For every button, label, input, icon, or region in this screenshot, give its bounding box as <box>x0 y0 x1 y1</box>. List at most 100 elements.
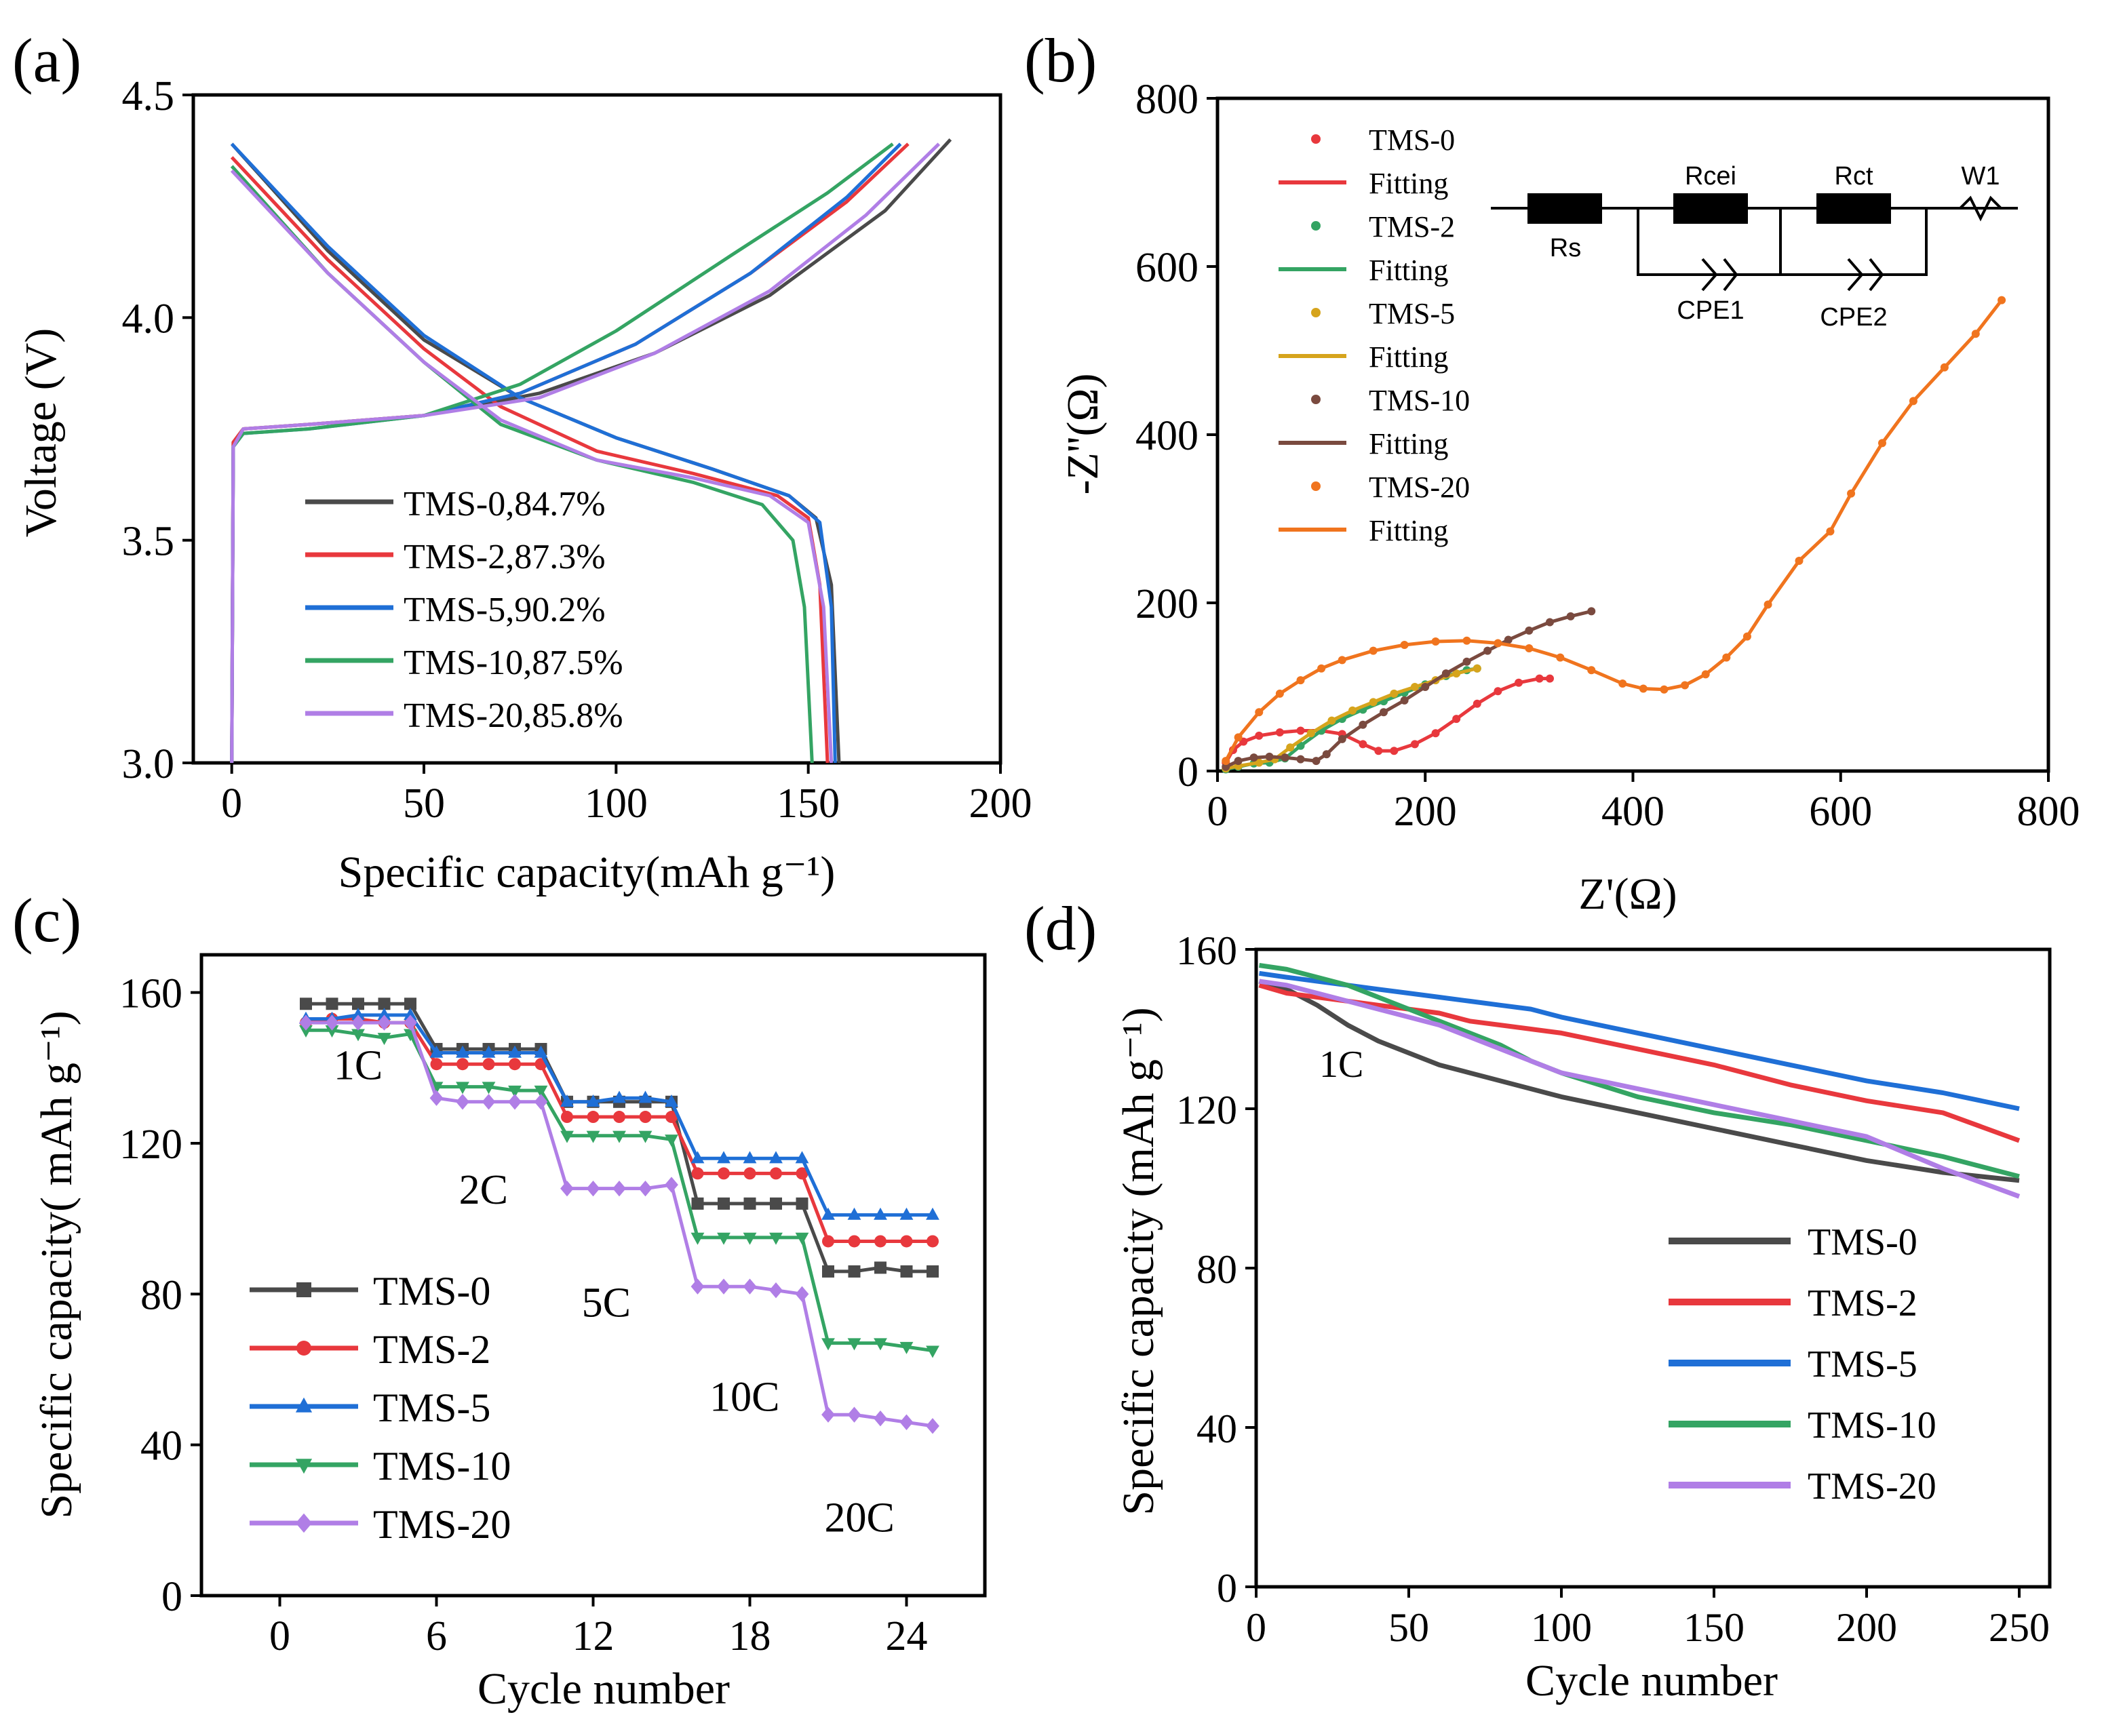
data-point-tms-10 <box>1296 755 1305 764</box>
marker-triangle-up <box>612 1090 626 1103</box>
marker-triangle-down <box>560 1130 574 1143</box>
marker-diamond <box>926 1418 939 1434</box>
x-tick-label: 200 <box>1836 1605 1897 1650</box>
data-point-tms-0 <box>1473 699 1481 708</box>
marker-triangle-down <box>926 1345 939 1358</box>
marker-triangle-up <box>560 1094 574 1107</box>
marker-circle <box>770 1167 782 1180</box>
data-point-tms-5 <box>1255 758 1264 767</box>
marker-triangle-down <box>717 1232 730 1245</box>
marker-triangle-down <box>874 1338 887 1351</box>
discharge-curve-tms-5 <box>230 142 837 764</box>
marker-diamond <box>612 1180 626 1197</box>
marker-triangle-up <box>404 1008 417 1021</box>
data-point-tms-0 <box>1452 715 1461 724</box>
marker-circle <box>796 1167 809 1180</box>
y-tick-label: 400 <box>1135 413 1199 459</box>
marker-diamond <box>743 1278 757 1295</box>
data-point-tms-5 <box>1348 706 1357 715</box>
data-point-tms-10 <box>1566 612 1575 620</box>
data-point-tms-10 <box>1359 720 1367 729</box>
data-point-tms-20 <box>1494 639 1502 648</box>
y-tick-label: 0 <box>161 1574 182 1620</box>
marker-triangle-down <box>295 1459 313 1474</box>
marker-diamond <box>325 1014 339 1031</box>
marker-circle <box>848 1235 861 1248</box>
data-point-tms-20 <box>1222 757 1230 766</box>
marker-diamond <box>456 1094 469 1110</box>
legend-c: TMS-0 TMS-2 TMS-5 TMS-10 TMS-20 <box>250 1269 511 1547</box>
data-point-tms-10 <box>1338 734 1346 743</box>
y-tick-label: 80 <box>140 1272 182 1318</box>
marker-circle <box>665 1111 678 1124</box>
marker-diamond <box>795 1286 809 1302</box>
legend-label-b: Fitting <box>1369 167 1448 200</box>
data-point-tms-10 <box>1322 750 1331 759</box>
legend-label-c: TMS-5 <box>373 1385 490 1430</box>
legend-label-d: TMS-5 <box>1808 1343 1917 1385</box>
x-tick-label: 600 <box>1809 789 1872 835</box>
marker-triangle-down <box>586 1130 600 1143</box>
marker-circle <box>456 1058 469 1071</box>
panel-d: (d) 0 50 100 150 200 250 0 40 80 120 160 1C Specif… <box>1024 894 2052 1705</box>
data-point-tms-10 <box>1441 669 1450 678</box>
marker-triangle-down <box>795 1232 809 1245</box>
y-tick-label: 4.0 <box>122 296 175 342</box>
series-group-a <box>230 138 952 764</box>
data-point-tms-20 <box>1681 681 1690 690</box>
data-point-tms-5 <box>1306 729 1315 738</box>
data-point-tms-5 <box>1286 743 1295 752</box>
y-tick-label: 0 <box>1177 749 1199 795</box>
data-point-tms-20 <box>1338 656 1346 665</box>
marker-triangle-down <box>899 1341 914 1354</box>
data-point-tms-0 <box>1390 747 1399 755</box>
marker-triangle-up <box>638 1090 652 1103</box>
marker-square <box>743 1197 756 1210</box>
data-point-tms-20 <box>1618 679 1627 688</box>
marker-circle <box>613 1111 625 1124</box>
legend-label-a: TMS-0,84.7% <box>404 485 606 524</box>
x-tick-label: 150 <box>1683 1605 1745 1650</box>
x-tick-label: 0 <box>269 1613 290 1659</box>
marker-triangle-up <box>847 1207 861 1220</box>
tick-group-a: 0 50 100 150 200 3.0 3.5 4.0 4.5 <box>122 73 1032 827</box>
data-point-tms-10 <box>1462 657 1471 666</box>
marker-triangle-up <box>899 1207 914 1220</box>
series-group-d <box>1258 963 2021 1199</box>
y-tick-label: 160 <box>119 971 182 1017</box>
circuit-label-w1: W1 <box>1962 162 2000 191</box>
marker-triangle-down <box>612 1130 626 1143</box>
circuit-cpe2 <box>1847 258 1864 292</box>
x-tick-label: 400 <box>1601 789 1664 835</box>
series-group-c <box>299 998 939 1434</box>
marker-diamond <box>508 1094 522 1110</box>
marker-triangle-up <box>456 1045 469 1058</box>
marker-triangle-up <box>795 1151 809 1164</box>
rate-label: 2C <box>459 1167 508 1213</box>
circuit-label-cpe2: CPE2 <box>1820 303 1887 332</box>
y-tick-label: 200 <box>1135 581 1199 627</box>
panel-c: (c) 0 6 12 18 24 0 40 80 120 160 1C 2C 5C 10C 20C Spe… <box>12 886 987 1714</box>
rate-label: 5C <box>582 1280 631 1326</box>
marker-circle <box>296 1341 311 1356</box>
legend-label-b: TMS-0 <box>1369 123 1455 157</box>
marker-triangle-up <box>508 1045 522 1058</box>
legend-label-b: TMS-2 <box>1369 210 1455 243</box>
data-point-tms-20 <box>1660 685 1669 694</box>
marker-circle <box>718 1167 730 1180</box>
data-point-tms-5 <box>1452 669 1461 678</box>
legend-label-b: TMS-5 <box>1369 297 1455 330</box>
marker-triangle-up <box>295 1397 313 1413</box>
marker-diamond <box>534 1094 548 1110</box>
marker-triangle-up <box>377 1008 391 1021</box>
marker-square <box>691 1197 704 1210</box>
legend-label-b: Fitting <box>1369 514 1448 547</box>
x-tick-label: 200 <box>1394 789 1457 835</box>
rate-labels-c: 1C 2C 5C 10C 20C <box>334 1042 895 1541</box>
marker-diamond <box>899 1414 914 1430</box>
legend-label-b: Fitting <box>1369 254 1448 287</box>
marker-triangle-down <box>534 1085 548 1098</box>
legend-label-a: TMS-10,87.5% <box>404 644 623 682</box>
fit-curve-tms-5 <box>1225 667 1478 770</box>
marker-triangle-down <box>482 1082 496 1094</box>
